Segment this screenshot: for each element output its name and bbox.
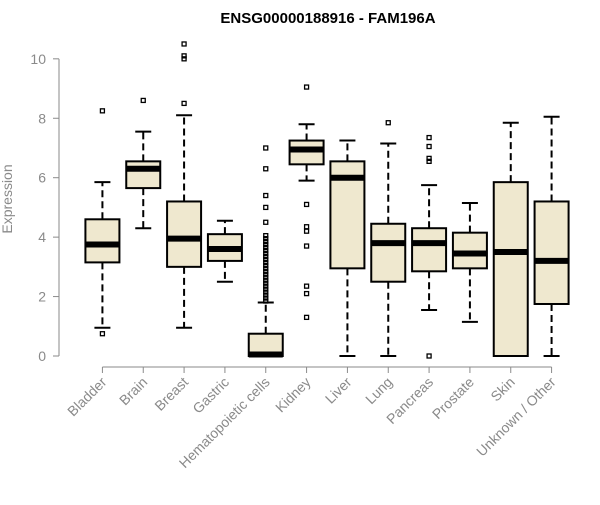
box-pancreas [411, 134, 448, 359]
iqr-box [411, 227, 448, 273]
outlier-point [140, 97, 146, 104]
y-tick-label: 10 [30, 51, 46, 67]
x-tick-label: Kidney [272, 374, 314, 416]
box-lung [370, 120, 407, 357]
box-brain [125, 97, 162, 230]
x-tick-label: Prostate [429, 374, 477, 422]
iqr-box [370, 222, 407, 283]
outlier-point [263, 292, 269, 298]
y-tick-label: 6 [38, 170, 46, 186]
outlier-point [263, 283, 269, 289]
outlier-point [263, 192, 269, 199]
outlier-point [303, 290, 310, 297]
outlier-point [263, 295, 269, 301]
y-tick-label: 0 [38, 348, 46, 364]
outlier-point [263, 265, 269, 271]
outlier-point [181, 56, 187, 62]
outlier-point [426, 158, 432, 165]
outlier-point [263, 247, 269, 254]
iqr-box [84, 218, 121, 264]
outlier-point [263, 277, 269, 283]
x-tick-label: Liver [322, 374, 355, 407]
box-kidney [288, 84, 325, 321]
outlier-point [426, 134, 432, 141]
iqr-box [125, 160, 162, 190]
box-liver [329, 139, 366, 357]
x-tick-label: Skin [487, 374, 518, 405]
outlier-point [263, 244, 269, 251]
outlier-point [181, 53, 187, 59]
outlier-point [303, 243, 310, 249]
outlier-point [181, 41, 187, 47]
outlier-point [263, 298, 269, 304]
box-unknown-other [533, 115, 570, 357]
box-prostate [451, 201, 488, 323]
outlier-point [303, 228, 310, 234]
outlier-point [263, 262, 269, 269]
y-tick-label: 8 [38, 110, 46, 126]
iqr-box [533, 200, 570, 305]
outlier-point [263, 219, 269, 225]
y-axis-label: Expression [0, 164, 15, 233]
box-series [84, 41, 570, 359]
y-tick-label: 4 [38, 229, 46, 245]
box-hematopoietic-cells [247, 145, 284, 358]
outlier-point [426, 155, 432, 162]
chart-title: ENSG00000188916 - FAM196A [220, 10, 435, 27]
outlier-point [181, 100, 187, 107]
outlier-point [263, 204, 269, 211]
outlier-point [263, 145, 269, 151]
box-gastric [206, 219, 243, 283]
outlier-point [303, 314, 310, 321]
outlier-point [426, 353, 432, 359]
outlier-point [263, 166, 269, 172]
x-tick-label: Brain [116, 374, 150, 408]
outlier-point [263, 235, 269, 242]
box-bladder [84, 108, 121, 337]
outlier-point [303, 84, 310, 90]
x-tick-label: Lung [362, 374, 395, 407]
x-tick-label: Breast [151, 374, 191, 414]
outlier-point [303, 201, 310, 208]
outlier-point [263, 274, 269, 280]
outlier-point [263, 238, 269, 245]
outlier-point [263, 280, 269, 286]
outlier-point [263, 271, 269, 277]
outlier-point [263, 256, 269, 263]
outlier-point [263, 286, 269, 292]
box-skin [492, 121, 529, 357]
iqr-box [166, 200, 203, 268]
y-tick-label: 2 [38, 289, 46, 305]
outlier-point [263, 268, 269, 274]
outlier-point [99, 108, 106, 114]
outlier-point [303, 224, 310, 230]
outlier-point [303, 283, 310, 289]
iqr-box [492, 181, 529, 357]
outlier-point [263, 250, 269, 257]
outlier-point [263, 241, 269, 248]
box-breast [166, 41, 203, 329]
outlier-point [426, 143, 432, 150]
outlier-point [263, 289, 269, 295]
outlier-point [263, 253, 269, 260]
y-axis: 0 2 4 6 8 10 [30, 51, 60, 364]
outlier-point [263, 259, 269, 266]
outlier-point [385, 120, 391, 126]
outlier-point [263, 232, 269, 239]
outlier-point [99, 331, 106, 337]
x-tick-label: Bladder [64, 374, 110, 420]
